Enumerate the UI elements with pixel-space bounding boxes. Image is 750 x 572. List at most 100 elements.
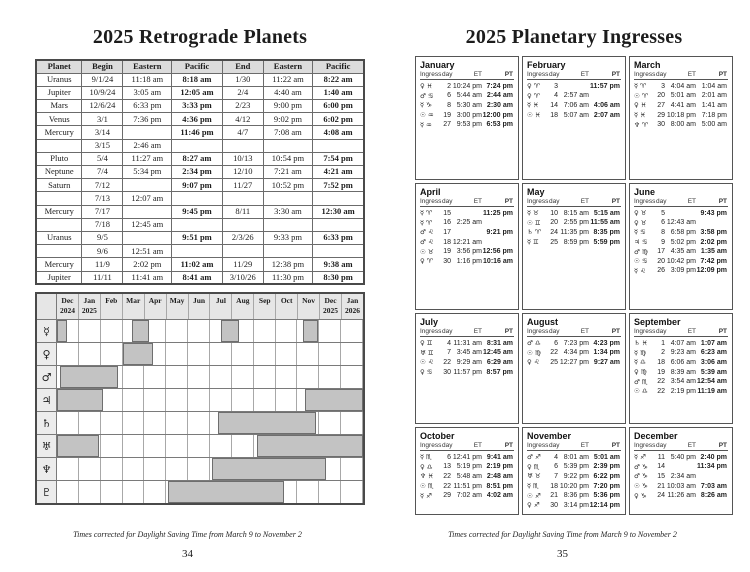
ingress-glyphs: ☿ ♑ [420, 101, 442, 109]
planet-glyph-icon: ☿ [527, 238, 531, 247]
zodiac-sign-icon: ♊ [534, 218, 541, 227]
ingress-glyphs: ☿ ♐ [420, 492, 442, 500]
ingress-pt-time: 2:07 am [593, 111, 620, 119]
ingress-pt-time: 11:19 am [697, 387, 727, 395]
ingress-et-time: 6:06 am [670, 358, 696, 366]
ingress-et-time: 3:56 pm [456, 248, 482, 256]
ingress-glyphs: ♆ ♓ [420, 472, 442, 480]
gantt-month-header-dec2025: Dec 2025 [320, 294, 342, 320]
cell [171, 191, 223, 206]
cell: 9:33 pm [262, 230, 314, 246]
ingress-day: 19 [443, 248, 451, 256]
cell [171, 244, 223, 259]
ingress-glyphs: ☿ ♒ [420, 121, 442, 129]
gantt-grid-cell [79, 412, 101, 435]
month-box-october: October Ingress day ET PT ☿ ♏ 6 12:41 pm 9:41 am ♀… [415, 427, 519, 515]
zodiac-sign-icon: ♋ [641, 257, 648, 266]
cell: Mercury [35, 204, 83, 219]
ingress-row: ☉ ♒ 19 3:00 pm 12:00 pm [420, 110, 514, 120]
ingress-glyphs: ♀ ♐ [527, 501, 549, 509]
cell [35, 138, 83, 153]
mars-glyph-icon: ♂ [37, 366, 57, 389]
ingress-pt-time: 8:51 pm [486, 482, 513, 490]
zodiac-sign-icon: ♐ [426, 491, 432, 500]
ingress-header-row: Ingress day ET PT [634, 71, 728, 80]
planet-glyph-icon: ☉ [634, 387, 640, 396]
ingress-et-time: 7:23 pm [563, 339, 589, 347]
ingress-et-time: 2:25 am [456, 219, 482, 227]
gantt-grid-cell [166, 435, 189, 458]
planet-glyph-icon: ♂ [634, 247, 640, 256]
year-label: 2025 [323, 305, 339, 315]
planet-glyph-icon: ☿ [634, 358, 638, 367]
cell: Pluto [35, 151, 83, 167]
month-box-may: May Ingress day ET PT ☿ ♉ 10 8:15 am 5:15 am ☉ ♊ 20 2… [522, 183, 626, 310]
gantt-grid-cell [297, 412, 320, 435]
ingress-glyphs: ☿ ♉ [527, 209, 549, 217]
ingress-day: 30 [443, 257, 451, 265]
retrograde-row-12: Uranus 9/5 9:51 pm 2/3/26 9:33 pm 6:33 pm [35, 230, 365, 246]
gantt-month-header-nov: Nov [298, 294, 321, 320]
retrograde-row-11: 7/18 12:45 am [35, 217, 365, 232]
zodiac-sign-icon: ♉ [640, 209, 647, 218]
retrograde-row-2: Mars 12/6/24 6:33 pm 3:33 pm 2/23 9:00 pm 6:00… [35, 99, 365, 114]
gantt-grid-cell [123, 412, 145, 435]
planet-glyph-icon: ♀ [527, 82, 532, 91]
cell: 9:02 pm [262, 112, 314, 127]
ingress-row: ♀ ♉ 5 9:43 pm [634, 209, 728, 219]
ingress-glyphs: ☿ ♋ [634, 228, 656, 236]
zodiac-sign-icon: ♈ [641, 91, 648, 100]
cell: 11:46 pm [171, 125, 223, 140]
retrograde-bar-mercury [131, 320, 149, 343]
gantt-grid-cell [144, 458, 167, 481]
cell: 3/10/26 [221, 270, 264, 285]
ingress-pt-time: 12:00 pm [482, 111, 513, 119]
ingress-row: ☉ ♎ 22 2:19 pm 11:19 am [634, 386, 728, 396]
gantt-grid-cell [123, 481, 145, 504]
planet-glyph-icon: ♀ [420, 257, 425, 266]
cell: 8:18 am [171, 72, 223, 87]
header-ingress: Ingress [634, 328, 656, 335]
gantt-grid-cell [319, 343, 342, 366]
cell: 9:07 pm [171, 178, 223, 193]
gantt-grid-cell [101, 320, 123, 343]
gantt-grid-cell [232, 366, 254, 389]
ingress-et-time: 11:51 pm [453, 482, 482, 490]
month-label: May [169, 296, 185, 306]
ingress-row: ☿ ♈ 15 11:25 pm [420, 209, 514, 219]
planet-glyph-icon: ♄ [634, 339, 640, 348]
ingress-header-row: Ingress day ET PT [634, 328, 728, 337]
year-label: 2025 [81, 305, 97, 315]
ingress-et-time: 9:53 pm [456, 121, 482, 129]
retrograde-bar-uranus [256, 435, 363, 458]
cell: 7/13 [81, 191, 124, 206]
ingress-et-time: 2:34 am [670, 472, 696, 480]
ingress-month-grid: January Ingress day ET PT ♀ ♓ 2 10:24 pm 7:24 pm ♂… [415, 56, 733, 515]
ingress-et-time: 9:23 am [670, 349, 696, 357]
planet-glyph-icon: ☉ [420, 111, 426, 120]
ingress-glyphs: ☉ ♒ [420, 111, 442, 119]
ingress-et-time: 5:30 am [456, 101, 482, 109]
retrograde-table-head: Planet Begin Eastern Pacific End Eastern Pacif… [35, 59, 365, 74]
month-title: April [420, 187, 441, 197]
ingress-pt-time: 6:23 am [700, 349, 727, 357]
zodiac-sign-icon: ♉ [427, 247, 434, 256]
gantt-row-jupiter: ♃ [37, 388, 364, 412]
cell: 11:41 am [122, 270, 173, 285]
month-label: Dec [324, 296, 337, 306]
ingress-et-time: 8:00 am [670, 121, 696, 129]
cell [35, 244, 83, 259]
zodiac-sign-icon: ♌ [533, 358, 540, 367]
header-day: day [549, 71, 560, 78]
zodiac-sign-icon: ♓ [640, 101, 647, 110]
cell: Venus [35, 112, 83, 127]
ingress-day: 22 [657, 378, 665, 386]
zodiac-sign-icon: ♊ [427, 348, 434, 357]
gantt-grid-cell [166, 366, 189, 389]
month-label: Oct [280, 296, 293, 306]
gantt-grid-cell [319, 320, 342, 343]
header-pt: PT [718, 198, 727, 205]
zodiac-sign-icon: ♋ [641, 238, 648, 247]
header-et: ET [580, 328, 589, 335]
ingress-day: 17 [443, 228, 451, 236]
